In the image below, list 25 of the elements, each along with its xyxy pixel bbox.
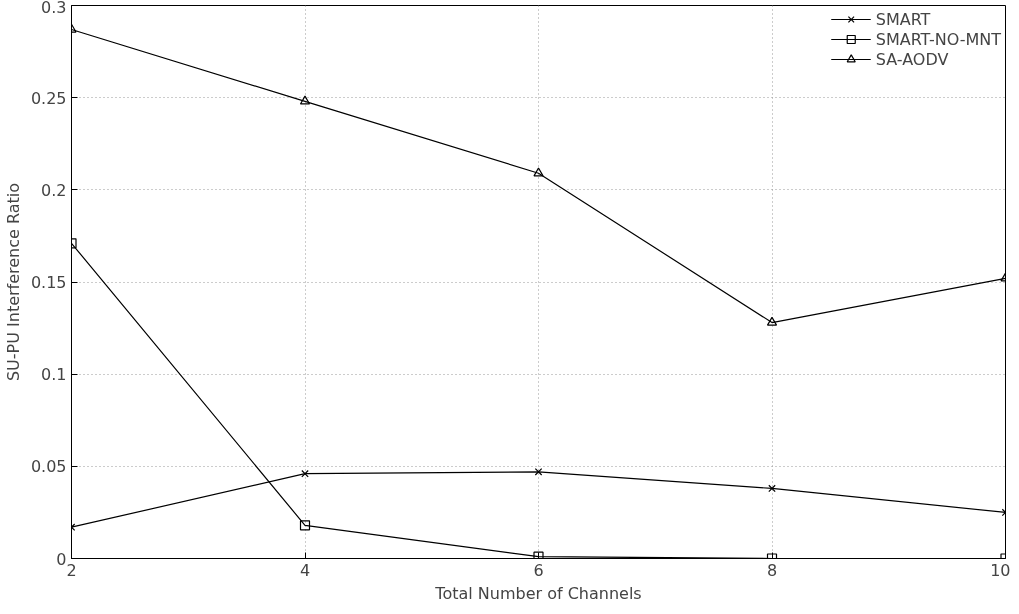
- point: [299, 520, 311, 531]
- y-tick-label: 0: [56, 549, 67, 569]
- y-tick-label: 0.05: [30, 457, 67, 477]
- x-tick-label: 4: [299, 560, 311, 580]
- x-tick-label: 6: [533, 560, 544, 580]
- x-axis-title: Total Number of Channels: [434, 583, 642, 603]
- y-axis-title: SU-PU Interference Ratio: [3, 182, 23, 382]
- x-tick-label: 8: [766, 560, 778, 580]
- legend-label: SMART-NO-MNT: [875, 29, 1001, 49]
- y-tick-label: 0.1: [41, 365, 67, 385]
- point: [534, 468, 543, 476]
- point: [299, 95, 311, 105]
- y-tick-label: 0.25: [30, 88, 67, 108]
- point: [301, 469, 309, 478]
- y-tick-label: 0.3: [41, 0, 67, 17]
- legend-label: SA-AODV: [875, 49, 949, 69]
- x-tick-label: 2: [66, 560, 77, 580]
- point: [533, 167, 544, 177]
- point: [768, 484, 776, 493]
- y-tick-label: 0.15: [30, 273, 67, 292]
- y-tick-label: 0.2: [41, 180, 67, 200]
- point: [766, 316, 778, 326]
- x-tick-label: 10: [990, 560, 1011, 580]
- legend-label: SMART: [875, 9, 931, 29]
- point: [533, 551, 544, 559]
